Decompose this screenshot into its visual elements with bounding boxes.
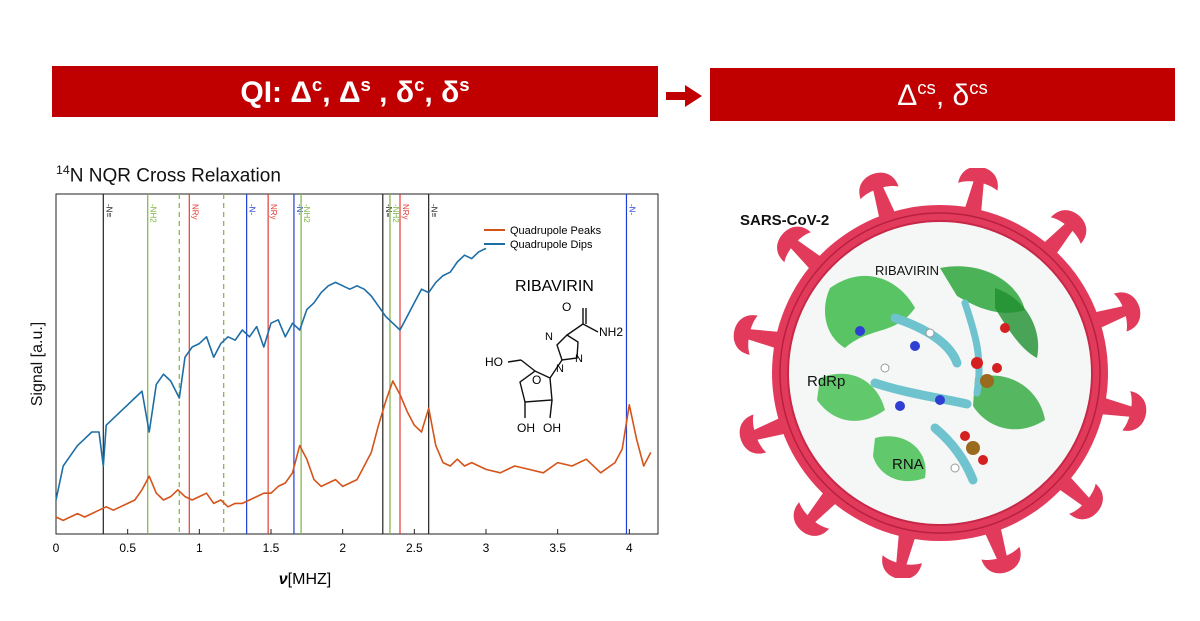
math-term: δs bbox=[441, 73, 470, 109]
rdrp-label: RdRp bbox=[807, 373, 845, 390]
y-axis-label: Signal [a.u.] bbox=[29, 322, 46, 407]
atom-label: OH bbox=[543, 421, 561, 435]
x-tick-label: 0.5 bbox=[119, 541, 136, 555]
x-tick-label: 3 bbox=[483, 541, 490, 555]
x-axis-label: ν[MHZ] bbox=[279, 571, 331, 588]
x-ticks: 0 0.5 1 1.5 2 2.5 3 3.5 4 bbox=[53, 529, 633, 555]
banner-result: Δcs, δcs bbox=[710, 68, 1175, 121]
banner-result-content: Δcs, δcs bbox=[897, 76, 988, 112]
marker-label: -NH2 bbox=[149, 204, 158, 223]
chart-title-isotope: 14 bbox=[56, 163, 70, 177]
x-axis-label-unit: [MHZ] bbox=[288, 571, 332, 588]
legend: Quadrupole Peaks Quadrupole Dips bbox=[484, 225, 602, 251]
x-tick-label: 2.5 bbox=[406, 541, 423, 555]
marker-label: -N≡ bbox=[430, 204, 439, 217]
x-tick-label: 1.5 bbox=[263, 541, 280, 555]
math-term: Δc bbox=[290, 73, 323, 109]
virus-title: SARS-CoV-2 bbox=[740, 212, 829, 229]
marker-label: -N- bbox=[248, 204, 257, 215]
marker-label: -N≡ bbox=[384, 204, 393, 217]
marker-label: NRy bbox=[269, 204, 278, 220]
marker-label: -N≡ bbox=[104, 204, 113, 217]
atom-label: O bbox=[532, 373, 541, 387]
x-axis-label-symbol: ν bbox=[279, 571, 288, 588]
series-line-quadrupole-dips bbox=[55, 247, 487, 501]
plot-frame bbox=[55, 193, 659, 535]
math-term: δcs bbox=[952, 76, 988, 112]
series-line-quadrupole-peaks bbox=[55, 380, 652, 522]
banner-qi: QI: Δc, Δs , δc, δs bbox=[52, 66, 658, 117]
marker-label: -NH2 bbox=[391, 204, 400, 223]
x-tick-label: 3.5 bbox=[549, 541, 566, 555]
marker-label: -NH2 bbox=[302, 204, 311, 223]
ribavirin-structure: RIBAVIRIN O NH2 N N N HO O OH OH bbox=[485, 278, 623, 435]
chart-title: 14N NQR Cross Relaxation bbox=[56, 163, 281, 187]
atom-label: N bbox=[556, 363, 564, 375]
atom-label: NH2 bbox=[599, 325, 623, 339]
chart-title-text: N NQR Cross Relaxation bbox=[69, 165, 281, 187]
x-tick-label: 0 bbox=[53, 541, 60, 555]
legend-label-dips: Quadrupole Dips bbox=[510, 239, 593, 251]
banner-prefix: QI: bbox=[240, 75, 291, 109]
right-arrow-icon bbox=[666, 85, 702, 107]
math-term: Δcs bbox=[897, 76, 936, 112]
marker-label: -N- bbox=[295, 204, 304, 215]
marker-label: -N- bbox=[627, 204, 636, 215]
ribavirin-label: RIBAVIRIN bbox=[875, 263, 939, 278]
marker-label: NRy bbox=[401, 204, 410, 220]
series-lines bbox=[55, 247, 652, 522]
banner-qi-content: QI: Δc, Δs , δc, δs bbox=[240, 73, 470, 109]
atom-label: HO bbox=[485, 355, 503, 369]
protein-structure bbox=[817, 266, 1045, 485]
marker-label: NRy bbox=[190, 204, 199, 220]
atom-label: N bbox=[545, 331, 553, 343]
atom-label: N bbox=[575, 353, 583, 365]
rna-label: RNA bbox=[892, 456, 924, 473]
sars-cov-2-illustration: SARS-CoV-2 RIBAVIRIN RdRp RNA bbox=[733, 168, 1147, 578]
legend-label-peaks: Quadrupole Peaks bbox=[510, 225, 602, 237]
molecule-name: RIBAVIRIN bbox=[515, 278, 594, 295]
x-tick-label: 1 bbox=[196, 541, 203, 555]
atom-label: O bbox=[562, 300, 571, 314]
x-tick-label: 2 bbox=[339, 541, 346, 555]
atom-label: OH bbox=[517, 421, 535, 435]
math-term: δc bbox=[395, 73, 425, 109]
x-tick-label: 4 bbox=[626, 541, 633, 555]
nqr-chart: -N≡ -NH2 NRy -N- NRy -N--NH2 -N≡-NH2 NRy -N≡ -N- … bbox=[29, 193, 659, 588]
math-term: Δs bbox=[338, 73, 371, 109]
